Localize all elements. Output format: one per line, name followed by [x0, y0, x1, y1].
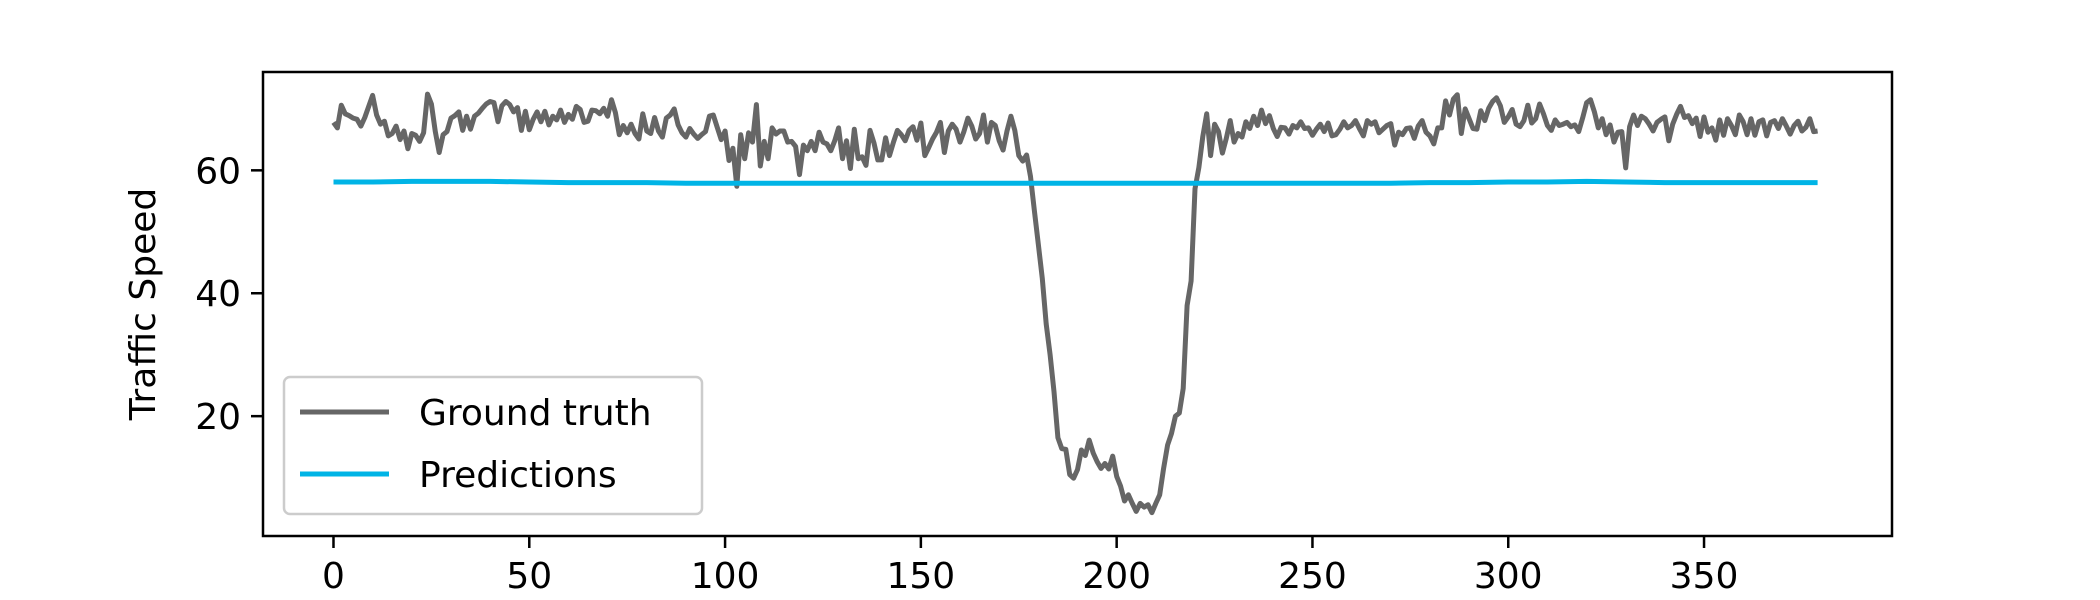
y-axis-label: Traffic Speed — [123, 188, 164, 421]
x-tick-label: 300 — [1474, 556, 1543, 597]
legend: Ground truth Predictions — [282, 375, 704, 516]
x-tick-label: 350 — [1670, 556, 1739, 597]
series-line-ground-truth — [331, 91, 1818, 516]
x-tick-label: 200 — [1082, 556, 1151, 597]
series-lines — [331, 91, 1818, 516]
y-tick-label: 60 — [195, 151, 241, 192]
axis-ticks: 0 50 100 150 200 250 300 350 20 40 60 — [195, 151, 1738, 597]
y-tick-label: 40 — [195, 274, 241, 315]
x-tick-label: 150 — [887, 556, 956, 597]
x-tick-label: 250 — [1278, 556, 1347, 597]
y-tick-label: 20 — [195, 397, 241, 438]
legend-label-ground-truth: Ground truth — [419, 393, 652, 434]
x-tick-label: 100 — [691, 556, 760, 597]
legend-label-predictions: Predictions — [419, 455, 617, 496]
series-line-predictions — [333, 178, 1818, 186]
x-tick-label: 0 — [322, 556, 345, 597]
x-tick-label: 50 — [506, 556, 552, 597]
plot-frame — [261, 70, 1894, 538]
